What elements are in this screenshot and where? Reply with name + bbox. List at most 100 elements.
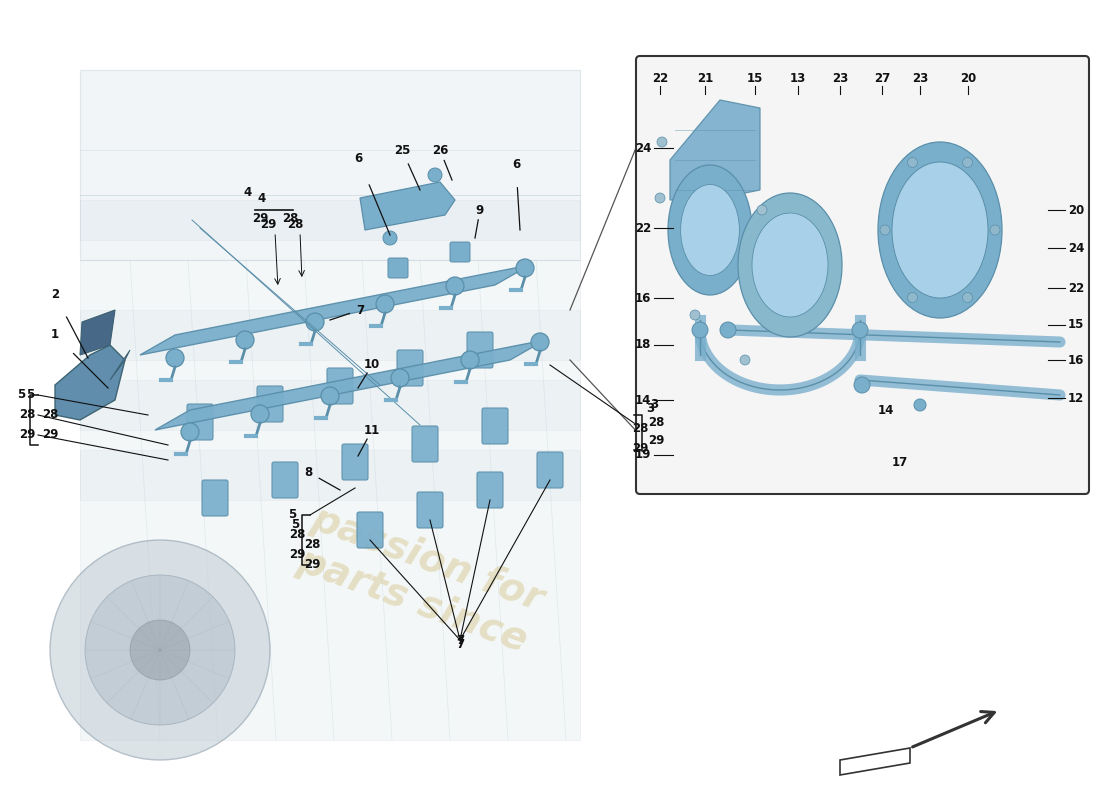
FancyBboxPatch shape: [327, 368, 353, 404]
FancyBboxPatch shape: [450, 242, 470, 262]
Ellipse shape: [752, 213, 828, 317]
Circle shape: [130, 620, 190, 680]
Text: 29: 29: [648, 434, 664, 446]
FancyBboxPatch shape: [187, 404, 213, 440]
Polygon shape: [140, 265, 530, 355]
Circle shape: [880, 225, 890, 235]
Text: 5: 5: [290, 518, 299, 531]
Text: 2: 2: [51, 289, 59, 302]
Text: 28: 28: [282, 211, 298, 225]
Circle shape: [236, 331, 254, 349]
Text: 7: 7: [356, 303, 364, 317]
Text: 28: 28: [287, 218, 304, 231]
Circle shape: [908, 293, 917, 302]
Circle shape: [962, 158, 972, 167]
Text: 29: 29: [304, 558, 320, 571]
Text: 29: 29: [42, 429, 58, 442]
FancyBboxPatch shape: [468, 332, 493, 368]
Circle shape: [428, 168, 442, 182]
Text: 9: 9: [476, 203, 484, 217]
Text: 22: 22: [635, 222, 651, 234]
Circle shape: [757, 205, 767, 215]
FancyBboxPatch shape: [537, 452, 563, 488]
Text: 23: 23: [832, 71, 848, 85]
Text: 21: 21: [697, 71, 713, 85]
Text: 29: 29: [19, 429, 35, 442]
Text: 5: 5: [26, 389, 34, 402]
Text: 29: 29: [252, 211, 268, 225]
Circle shape: [690, 310, 700, 320]
FancyBboxPatch shape: [482, 408, 508, 444]
Circle shape: [720, 322, 736, 338]
Text: 19: 19: [635, 449, 651, 462]
FancyBboxPatch shape: [358, 512, 383, 548]
Circle shape: [85, 575, 235, 725]
Text: 5: 5: [288, 509, 296, 522]
Circle shape: [383, 231, 397, 245]
Text: 12: 12: [1068, 391, 1085, 405]
Ellipse shape: [878, 142, 1002, 318]
Circle shape: [166, 349, 184, 367]
FancyBboxPatch shape: [342, 444, 369, 480]
Polygon shape: [55, 345, 125, 420]
Text: 3: 3: [646, 402, 654, 414]
FancyBboxPatch shape: [388, 258, 408, 278]
FancyBboxPatch shape: [257, 386, 283, 422]
FancyBboxPatch shape: [202, 480, 228, 516]
Circle shape: [914, 399, 926, 411]
Text: 14: 14: [878, 403, 894, 417]
Polygon shape: [360, 182, 455, 230]
FancyBboxPatch shape: [417, 492, 443, 528]
Polygon shape: [840, 748, 910, 775]
Text: 7: 7: [455, 638, 464, 651]
Text: 25: 25: [394, 143, 410, 157]
FancyBboxPatch shape: [412, 426, 438, 462]
Bar: [80, 200, 580, 240]
Text: 14: 14: [635, 394, 651, 406]
Text: 29: 29: [631, 442, 648, 454]
Text: 10: 10: [364, 358, 381, 371]
Circle shape: [50, 540, 270, 760]
Circle shape: [990, 225, 1000, 235]
Text: 27: 27: [873, 71, 890, 85]
FancyBboxPatch shape: [397, 350, 424, 386]
Circle shape: [657, 137, 667, 147]
Text: 20: 20: [960, 71, 976, 85]
Circle shape: [182, 423, 199, 441]
Ellipse shape: [738, 193, 842, 337]
Circle shape: [306, 313, 324, 331]
Text: 18: 18: [635, 338, 651, 351]
Text: 11: 11: [364, 423, 381, 437]
Text: 20: 20: [1068, 203, 1085, 217]
Text: 29: 29: [288, 549, 305, 562]
Circle shape: [854, 377, 870, 393]
Ellipse shape: [681, 185, 739, 275]
Bar: [80, 380, 580, 430]
Polygon shape: [670, 100, 760, 200]
Circle shape: [852, 322, 868, 338]
Text: 16: 16: [1068, 354, 1085, 366]
Text: 28: 28: [19, 409, 35, 422]
Polygon shape: [80, 70, 580, 260]
Text: 23: 23: [912, 71, 928, 85]
Polygon shape: [80, 310, 116, 355]
Circle shape: [516, 259, 534, 277]
Circle shape: [321, 387, 339, 405]
Circle shape: [251, 405, 270, 423]
Text: passion for
parts since: passion for parts since: [292, 500, 549, 660]
Text: 1: 1: [51, 329, 59, 342]
Circle shape: [376, 295, 394, 313]
Circle shape: [908, 158, 917, 167]
Text: 28: 28: [648, 417, 664, 430]
Text: 6: 6: [354, 151, 362, 165]
Text: 26: 26: [432, 143, 448, 157]
Text: 16: 16: [635, 291, 651, 305]
Circle shape: [390, 369, 409, 387]
Circle shape: [962, 293, 972, 302]
Text: 6: 6: [512, 158, 520, 171]
Bar: [80, 310, 580, 360]
Circle shape: [654, 193, 666, 203]
Text: 15: 15: [1068, 318, 1085, 331]
FancyBboxPatch shape: [636, 56, 1089, 494]
FancyBboxPatch shape: [272, 462, 298, 498]
